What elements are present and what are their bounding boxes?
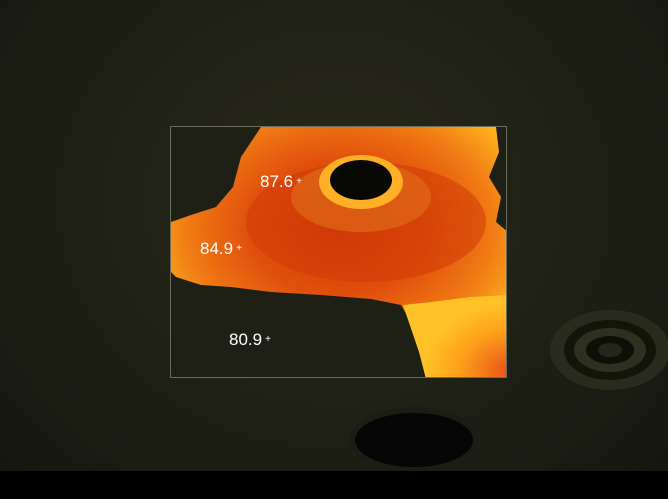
thermal-image	[171, 127, 506, 377]
bottom-black-bar	[0, 471, 668, 499]
ceiling-vent-ring	[550, 310, 668, 390]
temperature-value: 84.9	[200, 239, 234, 258]
temperature-spot-mid: 84.9 +	[200, 239, 242, 259]
thermal-overlay-window	[170, 126, 507, 378]
temperature-spot-low: 80.9 +	[229, 330, 271, 350]
temperature-value: 80.9	[229, 330, 263, 349]
crosshair-icon: +	[296, 176, 302, 187]
ceiling-hole	[355, 413, 473, 467]
crosshair-icon: +	[265, 334, 271, 345]
crosshair-icon: +	[236, 243, 242, 254]
temperature-value: 87.6	[260, 172, 294, 191]
temperature-spot-high: 87.6 +	[260, 172, 302, 192]
